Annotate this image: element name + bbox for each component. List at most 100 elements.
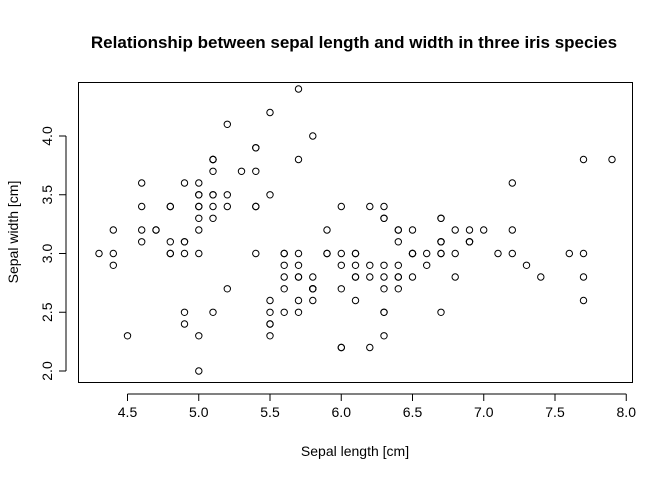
data-point xyxy=(138,202,146,211)
data-point xyxy=(209,214,217,223)
data-point xyxy=(380,214,388,223)
y-tick-label: 2.0 xyxy=(39,361,55,381)
data-point xyxy=(394,273,402,281)
data-point xyxy=(337,285,345,293)
data-point xyxy=(423,261,431,269)
x-tick-label: 7.5 xyxy=(545,404,565,420)
data-point xyxy=(294,155,303,164)
data-point xyxy=(294,308,303,316)
data-point xyxy=(195,226,203,234)
data-point xyxy=(294,273,303,281)
data-point xyxy=(579,249,588,258)
data-point xyxy=(252,144,260,152)
data-point xyxy=(309,132,317,140)
data-point xyxy=(195,179,203,187)
data-point xyxy=(195,332,203,340)
x-tick-label: 7.0 xyxy=(474,404,494,420)
data-point xyxy=(294,261,303,269)
data-point xyxy=(537,273,545,281)
data-point xyxy=(508,179,516,187)
data-point xyxy=(437,238,445,246)
data-point xyxy=(565,249,573,258)
x-tick-label: 6.5 xyxy=(403,404,423,420)
data-point xyxy=(180,249,189,258)
data-point xyxy=(480,226,488,234)
data-point xyxy=(195,191,203,199)
data-point xyxy=(166,202,175,211)
data-point xyxy=(109,249,118,258)
data-point xyxy=(437,214,445,223)
data-point xyxy=(166,249,175,258)
data-point xyxy=(451,273,459,281)
data-point xyxy=(166,238,175,246)
data-point xyxy=(579,296,588,305)
data-point xyxy=(280,308,288,316)
data-point xyxy=(152,226,160,234)
data-point xyxy=(351,261,360,269)
data-point xyxy=(266,332,274,340)
data-point xyxy=(351,273,360,281)
chart-title: Relationship between sepal length and wi… xyxy=(91,33,617,52)
data-point xyxy=(337,343,345,352)
data-point xyxy=(223,285,232,293)
x-axis-ticks: 4.5 5.0 5.5 6.0 6.5 7.0 7.5 8.0 xyxy=(118,394,636,420)
data-point xyxy=(522,261,531,269)
data-point xyxy=(209,202,217,211)
data-point xyxy=(508,226,516,234)
plot-area-frame xyxy=(78,82,633,383)
data-point xyxy=(123,332,132,340)
data-point xyxy=(394,285,402,293)
data-points xyxy=(95,85,616,375)
data-point xyxy=(266,296,274,305)
data-point xyxy=(223,120,232,129)
data-point xyxy=(180,308,189,316)
data-point xyxy=(294,249,303,258)
data-point xyxy=(252,249,260,258)
y-tick-label: 2.5 xyxy=(39,302,55,322)
data-point xyxy=(209,191,217,199)
data-point xyxy=(408,249,417,258)
data-point xyxy=(408,226,417,234)
x-tick-label: 8.0 xyxy=(617,404,637,420)
data-point xyxy=(209,308,217,316)
x-tick-label: 4.5 xyxy=(118,404,138,420)
data-point xyxy=(408,273,417,281)
data-point xyxy=(252,202,260,211)
data-point xyxy=(323,226,331,234)
x-tick-label: 5.5 xyxy=(260,404,280,420)
data-point xyxy=(351,249,360,258)
data-point xyxy=(465,238,474,246)
x-axis-label: Sepal length [cm] xyxy=(301,443,409,459)
data-point xyxy=(423,249,431,258)
data-point xyxy=(608,155,616,164)
data-point xyxy=(394,261,402,269)
data-point xyxy=(266,191,274,199)
data-point xyxy=(579,155,588,164)
data-point xyxy=(337,202,345,211)
data-point xyxy=(95,249,103,258)
data-point xyxy=(508,249,516,258)
x-tick-label: 6.0 xyxy=(332,404,352,420)
data-point xyxy=(380,273,388,281)
y-axis-ticks: 2.0 2.5 3.0 3.5 4.0 xyxy=(39,126,66,381)
data-point xyxy=(180,320,189,328)
data-point xyxy=(109,261,118,269)
data-point xyxy=(280,285,288,293)
data-point xyxy=(380,285,388,293)
data-point xyxy=(266,320,274,328)
data-point xyxy=(309,296,317,305)
data-point xyxy=(294,296,303,305)
x-tick-label: 5.0 xyxy=(189,404,209,420)
data-point xyxy=(195,202,203,211)
data-point xyxy=(237,167,246,176)
data-point xyxy=(394,238,402,246)
data-point xyxy=(223,202,232,211)
data-point xyxy=(494,249,502,258)
data-point xyxy=(138,238,146,246)
data-point xyxy=(109,226,118,234)
y-tick-label: 4.0 xyxy=(39,126,55,146)
data-point xyxy=(394,226,402,234)
data-point xyxy=(366,343,374,352)
data-point xyxy=(209,167,217,176)
